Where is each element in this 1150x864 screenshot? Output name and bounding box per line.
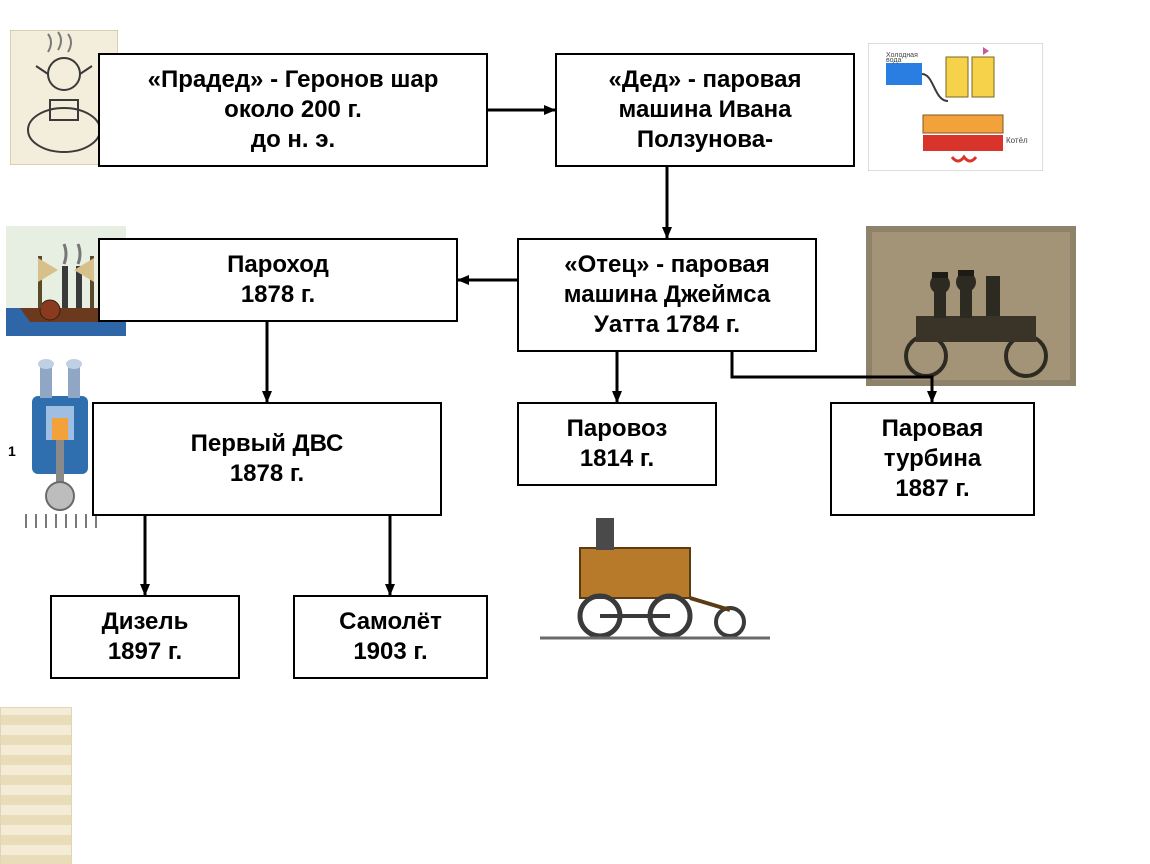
node-label: Пароход1878 г. xyxy=(227,250,329,310)
node-label: Первый ДВС1878 г. xyxy=(191,429,344,489)
node-turbina: Пароваятурбина1887 г. xyxy=(830,402,1035,516)
node-otets: «Отец» - пароваямашина ДжеймсаУатта 1784… xyxy=(517,238,817,352)
node-dvs: Первый ДВС1878 г. xyxy=(92,402,442,516)
node-label: «Отец» - пароваямашина ДжеймсаУатта 1784… xyxy=(564,250,770,340)
illus-polzunov-schematic: Холодная вода Котёл xyxy=(868,43,1043,171)
node-parokhod: Пароход1878 г. xyxy=(98,238,458,322)
node-label: Паровоз1814 г. xyxy=(567,414,668,474)
node-label: Самолёт1903 г. xyxy=(339,607,442,667)
node-ded: «Дед» - пароваямашина ИванаПолзунова- xyxy=(555,53,855,167)
node-label: «Дед» - пароваямашина ИванаПолзунова- xyxy=(609,65,802,155)
node-parovoz: Паровоз1814 г. xyxy=(517,402,717,486)
node-label: «Прадед» - Геронов шароколо 200 г.до н. … xyxy=(148,65,439,155)
svg-text:вода: вода xyxy=(886,57,901,64)
node-label: Пароваятурбина1887 г. xyxy=(882,414,984,504)
svg-text:Котёл: Котёл xyxy=(1006,136,1028,145)
corner-stripe xyxy=(0,707,72,864)
svg-text:1: 1 xyxy=(8,443,16,459)
node-praded: «Прадед» - Геронов шароколо 200 г.до н. … xyxy=(98,53,488,167)
node-samolet: Самолёт1903 г. xyxy=(293,595,488,679)
node-label: Дизель1897 г. xyxy=(102,607,189,667)
illus-locomotive xyxy=(540,498,770,653)
illus-watt-photo xyxy=(866,226,1076,386)
node-dizel: Дизель1897 г. xyxy=(50,595,240,679)
